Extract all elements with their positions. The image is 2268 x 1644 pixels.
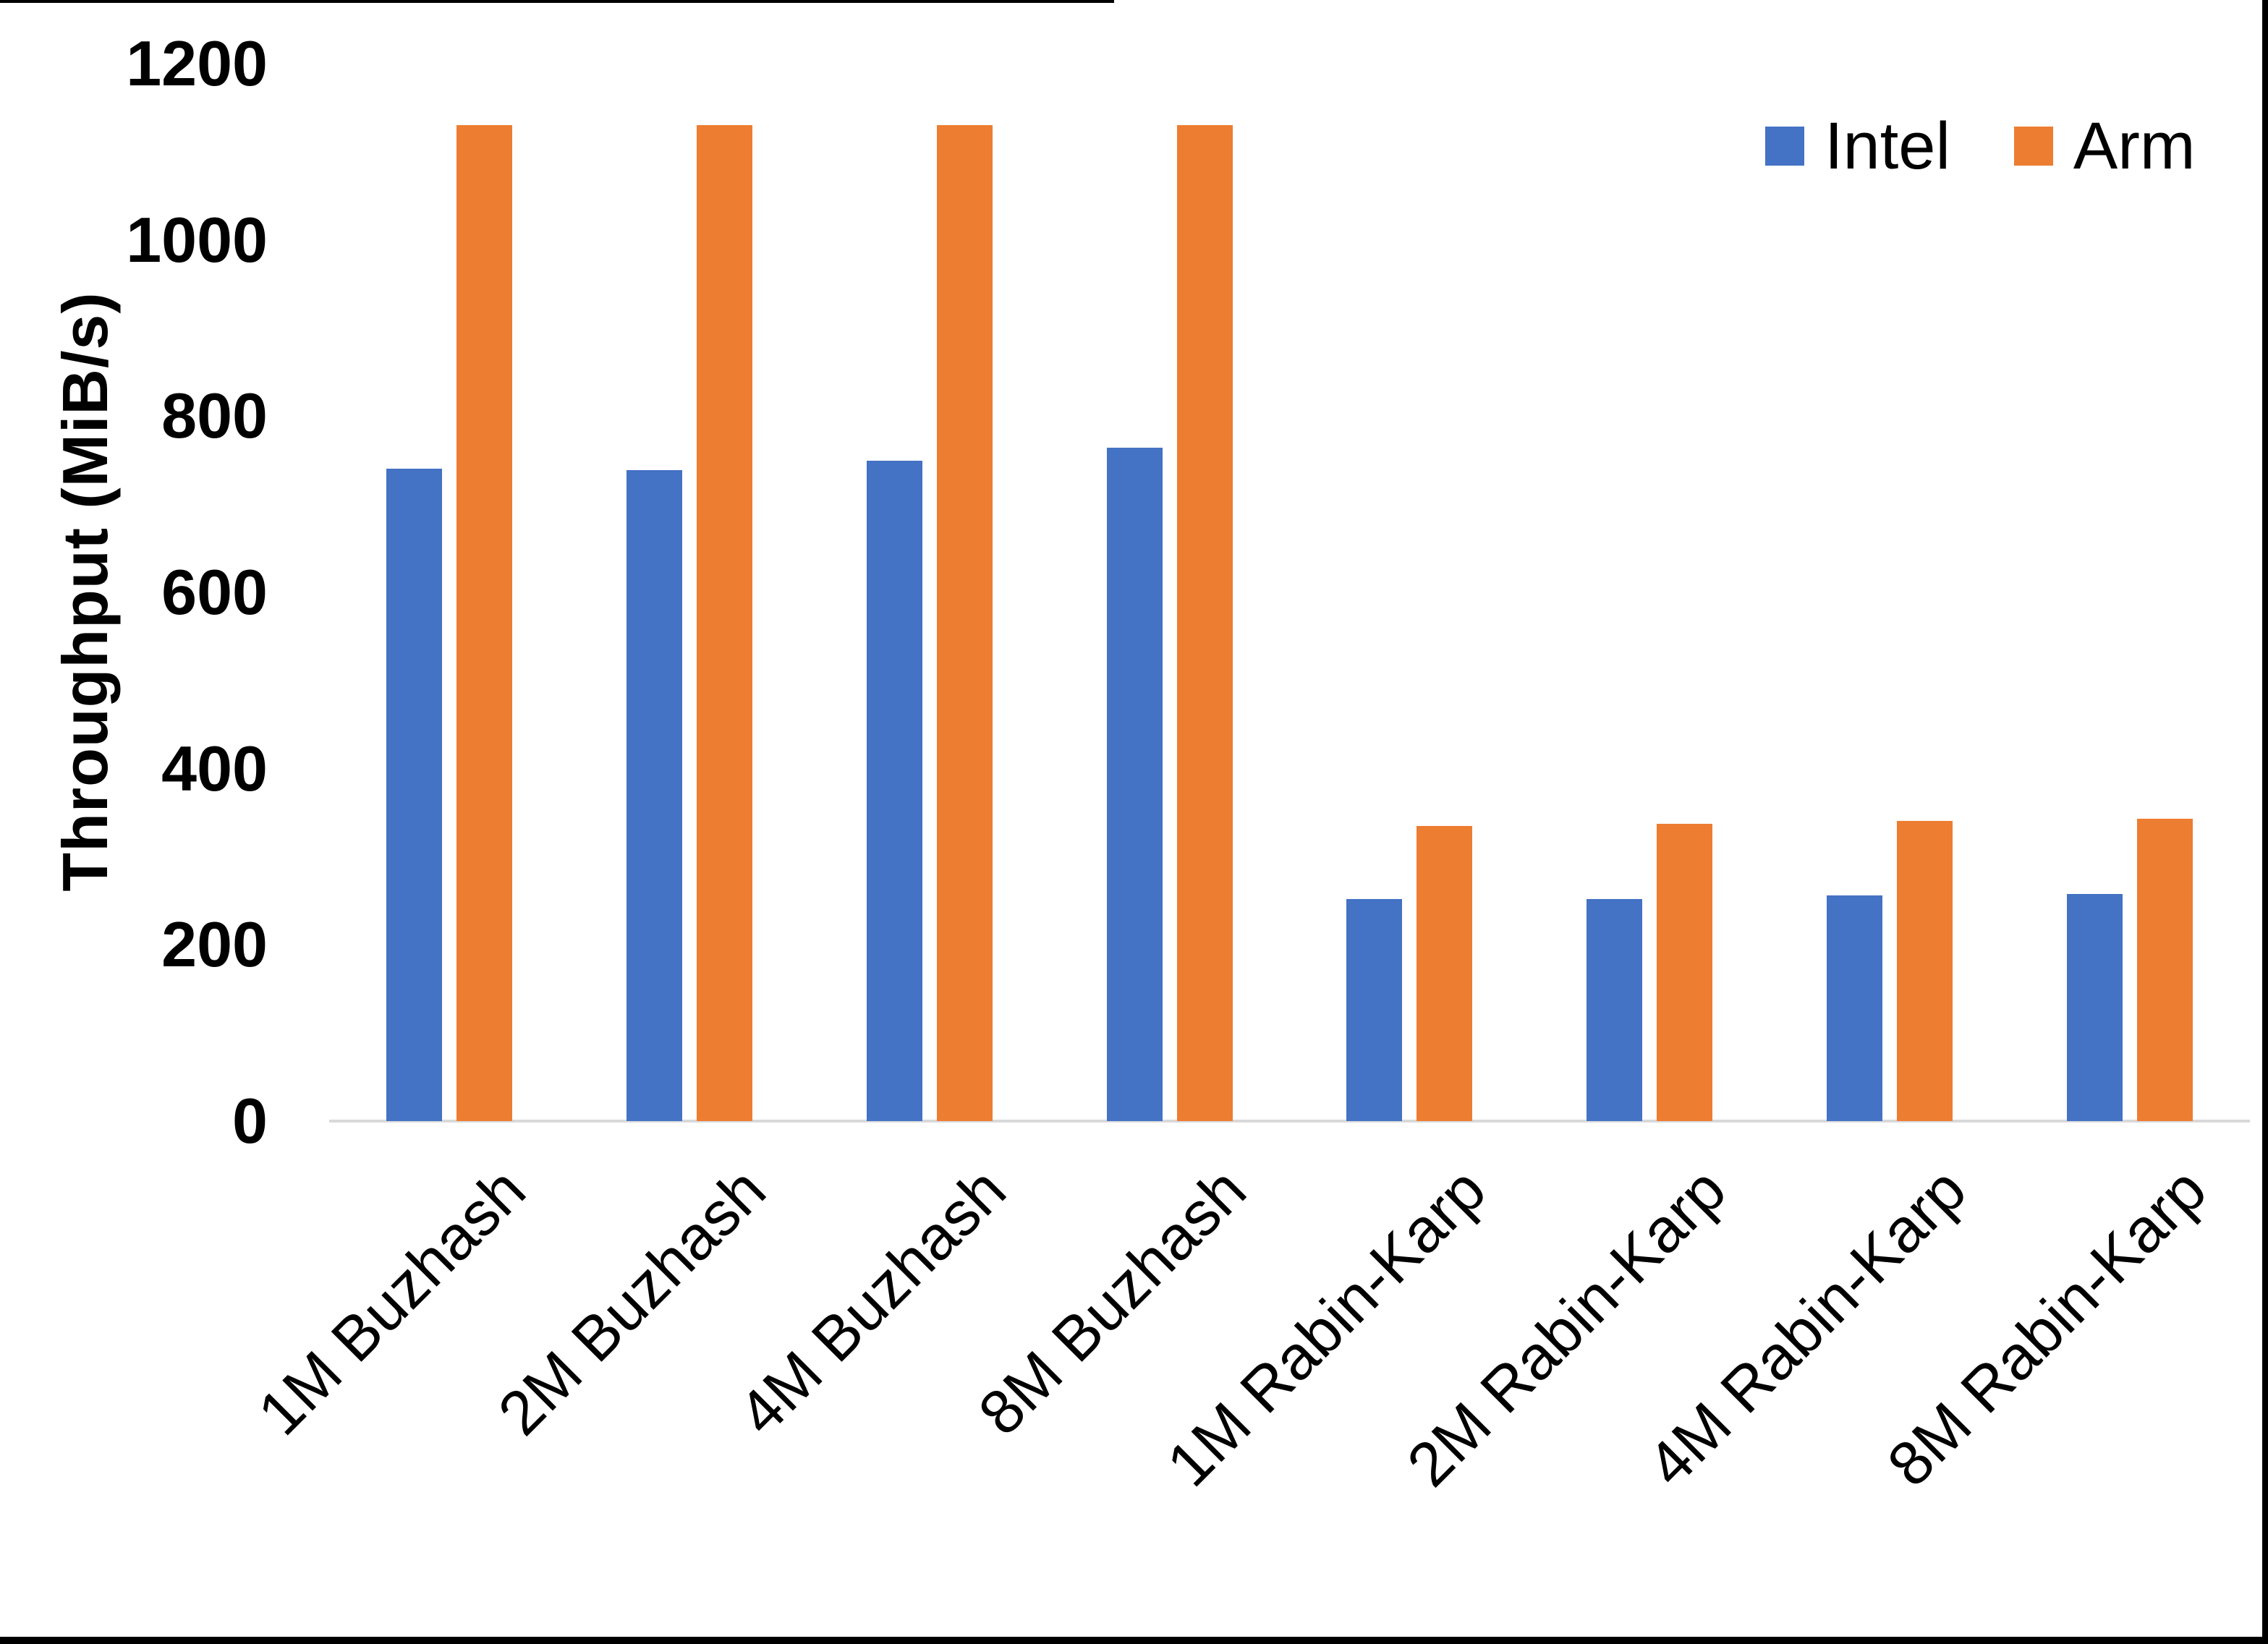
bar-intel-8m-rabin-karp [2067, 894, 2123, 1121]
y-tick-label-1000: 1000 [126, 203, 268, 276]
x-axis-category-labels: 1M Buzhash 2M Buzhash 4M Buzhash 8M Buzhash… [245, 1121, 2250, 1627]
screenshot-top-edge-artifact [0, 0, 1114, 3]
bar-intel-2m-rabin-karp [1587, 899, 1643, 1121]
screenshot-bottom-edge-artifact [0, 1637, 2268, 1644]
bar-intel-4m-buzhash [866, 461, 922, 1121]
category-group-8m-buzhash [1050, 64, 1290, 1121]
y-tick-label-200: 200 [161, 908, 268, 981]
category-group-1m-rabin-karp [1290, 64, 1530, 1121]
category-group-4m-rabin-karp [1770, 64, 2010, 1121]
category-group-4m-buzhash [810, 64, 1050, 1121]
bar-arm-4m-rabin-karp [1897, 821, 1953, 1121]
y-tick-label-1200: 1200 [126, 27, 268, 99]
bar-intel-1m-rabin-karp [1346, 899, 1403, 1121]
category-group-2m-buzhash [569, 64, 810, 1121]
x-axis-line [329, 1120, 2250, 1123]
bar-arm-4m-buzhash [936, 125, 993, 1121]
category-group-8m-rabin-karp [2010, 64, 2250, 1121]
bar-arm-2m-rabin-karp [1657, 824, 1713, 1121]
screenshot-right-edge-artifact [2262, 0, 2268, 1644]
y-tick-label-400: 400 [161, 732, 268, 804]
legend-item-intel: Intel [1765, 113, 1950, 179]
legend-item-arm: Arm [2013, 109, 2196, 183]
bar-arm-2m-buzhash [696, 125, 752, 1121]
legend-label-intel: Intel [1825, 109, 1950, 183]
plot-area [329, 64, 2250, 1121]
y-tick-label-600: 600 [161, 556, 268, 628]
category-group-2m-rabin-karp [1529, 64, 1770, 1121]
bar-arm-1m-rabin-karp [1417, 826, 1473, 1121]
bar-intel-8m-buzhash [1106, 448, 1163, 1121]
bar-arm-8m-buzhash [1176, 125, 1233, 1121]
category-group-1m-buzhash [329, 64, 569, 1121]
legend: Intel Arm [1765, 113, 2196, 179]
legend-swatch-intel [1765, 127, 1804, 166]
bar-arm-8m-rabin-karp [2137, 819, 2193, 1121]
bar-intel-4m-rabin-karp [1827, 895, 1883, 1121]
y-tick-label-0: 0 [232, 1085, 268, 1157]
bar-arm-1m-buzhash [456, 125, 512, 1121]
legend-swatch-arm [2013, 127, 2053, 166]
legend-label-arm: Arm [2073, 109, 2196, 183]
bar-intel-2m-buzhash [626, 470, 682, 1121]
bar-intel-1m-buzhash [386, 469, 442, 1121]
y-tick-label-800: 800 [161, 380, 268, 452]
